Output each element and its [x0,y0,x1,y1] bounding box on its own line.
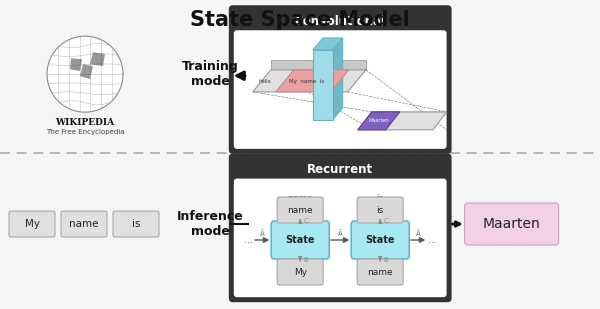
Text: name: name [287,193,313,202]
Text: B: B [383,257,388,263]
Text: State: State [365,235,395,245]
Polygon shape [313,50,333,120]
Text: My: My [293,268,307,277]
Text: My  name  is: My name is [289,79,325,84]
Text: Ā: Ā [416,231,421,237]
Text: ...: ... [244,235,253,245]
Text: Ā: Ā [260,231,265,237]
Text: C: C [383,218,388,224]
Text: Recurrent: Recurrent [307,163,373,176]
FancyBboxPatch shape [229,5,452,154]
Text: Ā: Ā [338,231,343,237]
Text: name: name [287,205,313,214]
FancyBboxPatch shape [357,259,403,285]
FancyBboxPatch shape [229,154,452,302]
Text: is: is [377,193,384,202]
Text: State: State [286,235,315,245]
Polygon shape [358,112,447,130]
Polygon shape [70,58,82,71]
FancyBboxPatch shape [464,203,559,245]
Text: name: name [69,219,99,229]
FancyBboxPatch shape [9,211,55,237]
Text: is: is [132,219,140,229]
Text: Hello: Hello [259,79,271,84]
Text: State Space Model: State Space Model [190,10,410,30]
Text: Training
mode: Training mode [182,60,238,88]
FancyBboxPatch shape [234,30,446,149]
Polygon shape [333,38,343,120]
FancyBboxPatch shape [61,211,107,237]
FancyBboxPatch shape [277,197,323,223]
FancyBboxPatch shape [271,221,329,259]
FancyBboxPatch shape [277,259,323,285]
Text: WIKIPEDIA: WIKIPEDIA [55,118,115,127]
Text: The Free Encyclopedia: The Free Encyclopedia [46,129,124,135]
FancyBboxPatch shape [113,211,159,237]
FancyBboxPatch shape [234,179,446,297]
Text: Inference
mode: Inference mode [176,210,244,238]
Text: Maarten: Maarten [368,118,389,123]
Polygon shape [253,70,366,92]
Polygon shape [313,38,343,50]
Text: name: name [367,268,393,277]
Polygon shape [358,112,400,130]
Text: C: C [303,218,308,224]
Polygon shape [80,64,93,79]
Polygon shape [90,52,105,66]
FancyBboxPatch shape [357,197,403,223]
Polygon shape [271,60,366,70]
Text: is: is [377,205,384,214]
Text: B: B [303,257,308,263]
Polygon shape [276,70,349,92]
Text: Convolutional: Convolutional [295,15,386,28]
Polygon shape [47,36,123,112]
Text: Maarten: Maarten [483,217,541,231]
Text: My: My [25,219,40,229]
Text: ...: ... [428,235,437,245]
FancyBboxPatch shape [351,221,409,259]
